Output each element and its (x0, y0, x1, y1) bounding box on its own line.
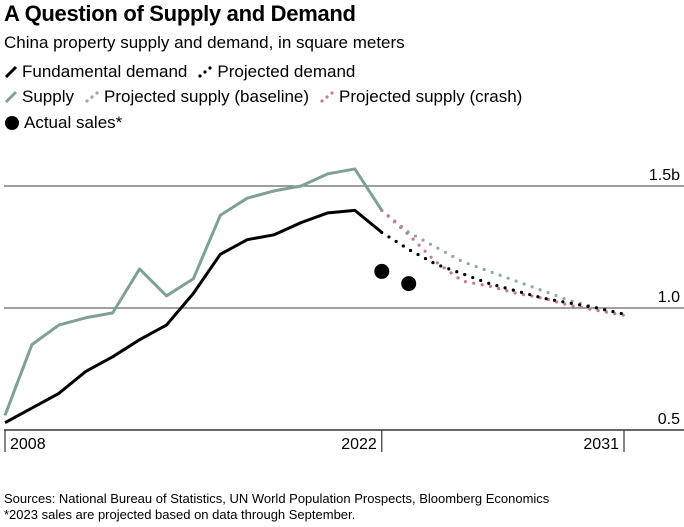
dotted-line-swatch-icon (198, 66, 212, 78)
chart-title: A Question of Supply and Demand (4, 1, 356, 26)
dotted-line-swatch-icon (320, 91, 334, 103)
series-line-demand (4, 208, 383, 424)
x-tick-label: 2008 (10, 436, 46, 453)
footnote: *2023 sales are projected based on data … (4, 507, 356, 522)
y-tick-label: 1.0 (658, 289, 680, 306)
y-tick-label: 0.5 (658, 411, 680, 428)
y-tick-label: 1.5b (649, 167, 680, 184)
sources-note: Sources: National Bureau of Statistics, … (4, 491, 550, 506)
legend-label: Projected supply (crash) (339, 87, 523, 106)
legend-label: Projected demand (217, 62, 356, 81)
x-tick-label: 2031 (583, 436, 619, 453)
legend-item-projected-supply-baseline: Projected supply (baseline) (84, 87, 309, 107)
legend-row-2: Supply Projected supply (baseline) Proje… (4, 87, 532, 107)
legend-label: Fundamental demand (22, 62, 188, 81)
legend-item-projected-demand: Projected demand (197, 62, 355, 82)
actual-sales-point (401, 276, 417, 292)
legend-item-supply: Supply (4, 87, 74, 107)
actual-sales-point (374, 263, 390, 279)
circle-marker-swatch-icon (5, 116, 19, 130)
series-line-proj_supply_base (380, 208, 626, 316)
legend-item-demand: Fundamental demand (4, 62, 187, 82)
legend-label: Supply (22, 87, 74, 106)
solid-line-swatch-icon (4, 90, 18, 104)
x-tick-label: 2022 (341, 436, 377, 453)
legend-label: Projected supply (baseline) (103, 87, 310, 106)
legend-item-projected-supply-crash: Projected supply (crash) (319, 87, 522, 107)
legend-label: Actual sales* (24, 113, 123, 132)
dotted-line-swatch-icon (85, 91, 99, 103)
solid-line-swatch-icon (4, 65, 18, 79)
legend-item-actual-sales: Actual sales* (4, 113, 122, 133)
chart-plot-area: 0.5 1.0 1.5b 2008 2022 2031 (3, 167, 684, 453)
series-line-proj_supply_crash (380, 208, 626, 317)
legend-row-1: Fundamental demand Projected demand (4, 62, 365, 82)
chart-subtitle: China property supply and demand, in squ… (4, 33, 405, 52)
series-line-supply (3, 167, 384, 416)
legend-row-3: Actual sales* (4, 113, 132, 133)
